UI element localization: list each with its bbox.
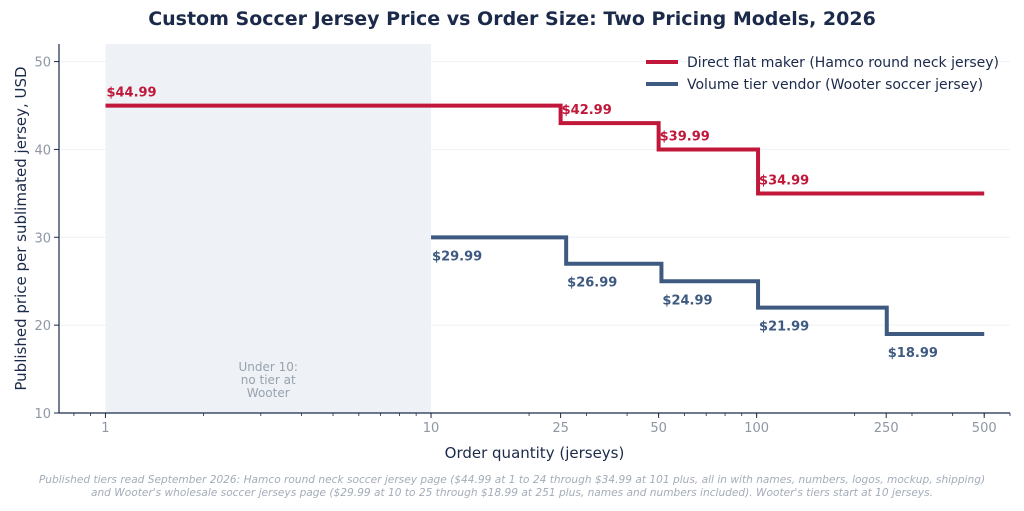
price-label: $24.99 <box>662 293 712 308</box>
shaded-region-note: no tier at <box>241 373 296 387</box>
series-line-2 <box>431 235 985 337</box>
shaded-region-note: Under 10: <box>239 360 298 374</box>
y-tick-label: 50 <box>34 56 51 71</box>
x-axis-label: Order quantity (jerseys) <box>445 444 625 462</box>
chart-title: Custom Soccer Jersey Price vs Order Size… <box>148 8 876 30</box>
x-tick-label: 25 <box>552 421 569 436</box>
price-label: $21.99 <box>759 320 809 335</box>
price-label: $18.99 <box>888 346 938 361</box>
footnote: Published tiers read September 2026: Ham… <box>0 474 1024 500</box>
y-axis-label: Published price per sublimated jersey, U… <box>12 66 30 390</box>
y-tick-label: 10 <box>34 407 51 422</box>
legend-label: Direct flat maker (Hamco round neck jers… <box>687 55 999 71</box>
legend-label: Volume tier vendor (Wooter soccer jersey… <box>687 77 983 93</box>
price-label: $44.99 <box>106 86 156 101</box>
series-lines <box>105 103 985 337</box>
price-labels: $44.99 $42.99 $39.99 $34.99 $29.99 $26.99 $24.… <box>106 86 937 361</box>
shaded-region-note: Wooter <box>247 386 290 400</box>
x-tick-label: 100 <box>744 421 769 436</box>
x-tick-label: 10 <box>423 421 440 436</box>
x-tick-label: 500 <box>972 421 997 436</box>
series-line-1 <box>105 103 985 196</box>
price-label: $39.99 <box>660 130 710 145</box>
footnote-line-1: Published tiers read September 2026: Ham… <box>38 474 986 486</box>
axes: 10 20 30 40 50 1 10 25 50 100 250 500 Order quantity… <box>12 44 1011 462</box>
price-label: $42.99 <box>562 103 612 118</box>
price-label: $26.99 <box>567 276 617 291</box>
y-tick-label: 30 <box>34 231 51 246</box>
x-tick-label: 250 <box>874 421 899 436</box>
y-tick-label: 20 <box>34 319 51 334</box>
x-tick-label: 50 <box>650 421 667 436</box>
footnote-line-2: and Wooter's wholesale soccer jerseys pa… <box>90 487 934 499</box>
price-label: $29.99 <box>432 249 482 264</box>
price-label: $34.99 <box>759 173 809 188</box>
y-tick-label: 40 <box>34 143 51 158</box>
x-tick-label: 1 <box>101 421 109 436</box>
legend: Direct flat maker (Hamco round neck jers… <box>646 55 999 93</box>
